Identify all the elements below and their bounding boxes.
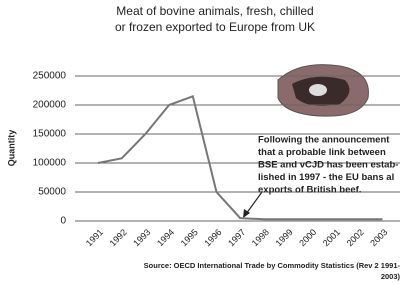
source: 2003) [381,272,401,281]
y-tick-label: 50000 [38,187,66,198]
annotation: BSE and vCJD has been estab- [258,160,398,171]
y-tick-label: 150000 [33,129,67,140]
y-tick-label: 250000 [33,71,67,82]
annotation: exports of British beef. [258,185,361,196]
annotation: lished in 1997 - the EU bans al [258,172,394,183]
chart: Meat of bovine animals, fresh, chilled o… [0,0,403,284]
y-axis-label: Quantity [6,130,16,167]
chart-title: or frozen exported to Europe from UK [115,20,315,34]
y-tick-label: 100000 [33,158,67,169]
y-tick-label: 200000 [33,100,67,111]
annotation: Following the announcement [258,135,390,146]
y-tick-label: 0 [60,216,66,227]
annotation: that a probable link between [258,147,386,158]
source: Source: OECD International Trade by Comm… [144,261,401,270]
chart-title: Meat of bovine animals, fresh, chilled [116,4,313,18]
meat-image [278,65,368,117]
